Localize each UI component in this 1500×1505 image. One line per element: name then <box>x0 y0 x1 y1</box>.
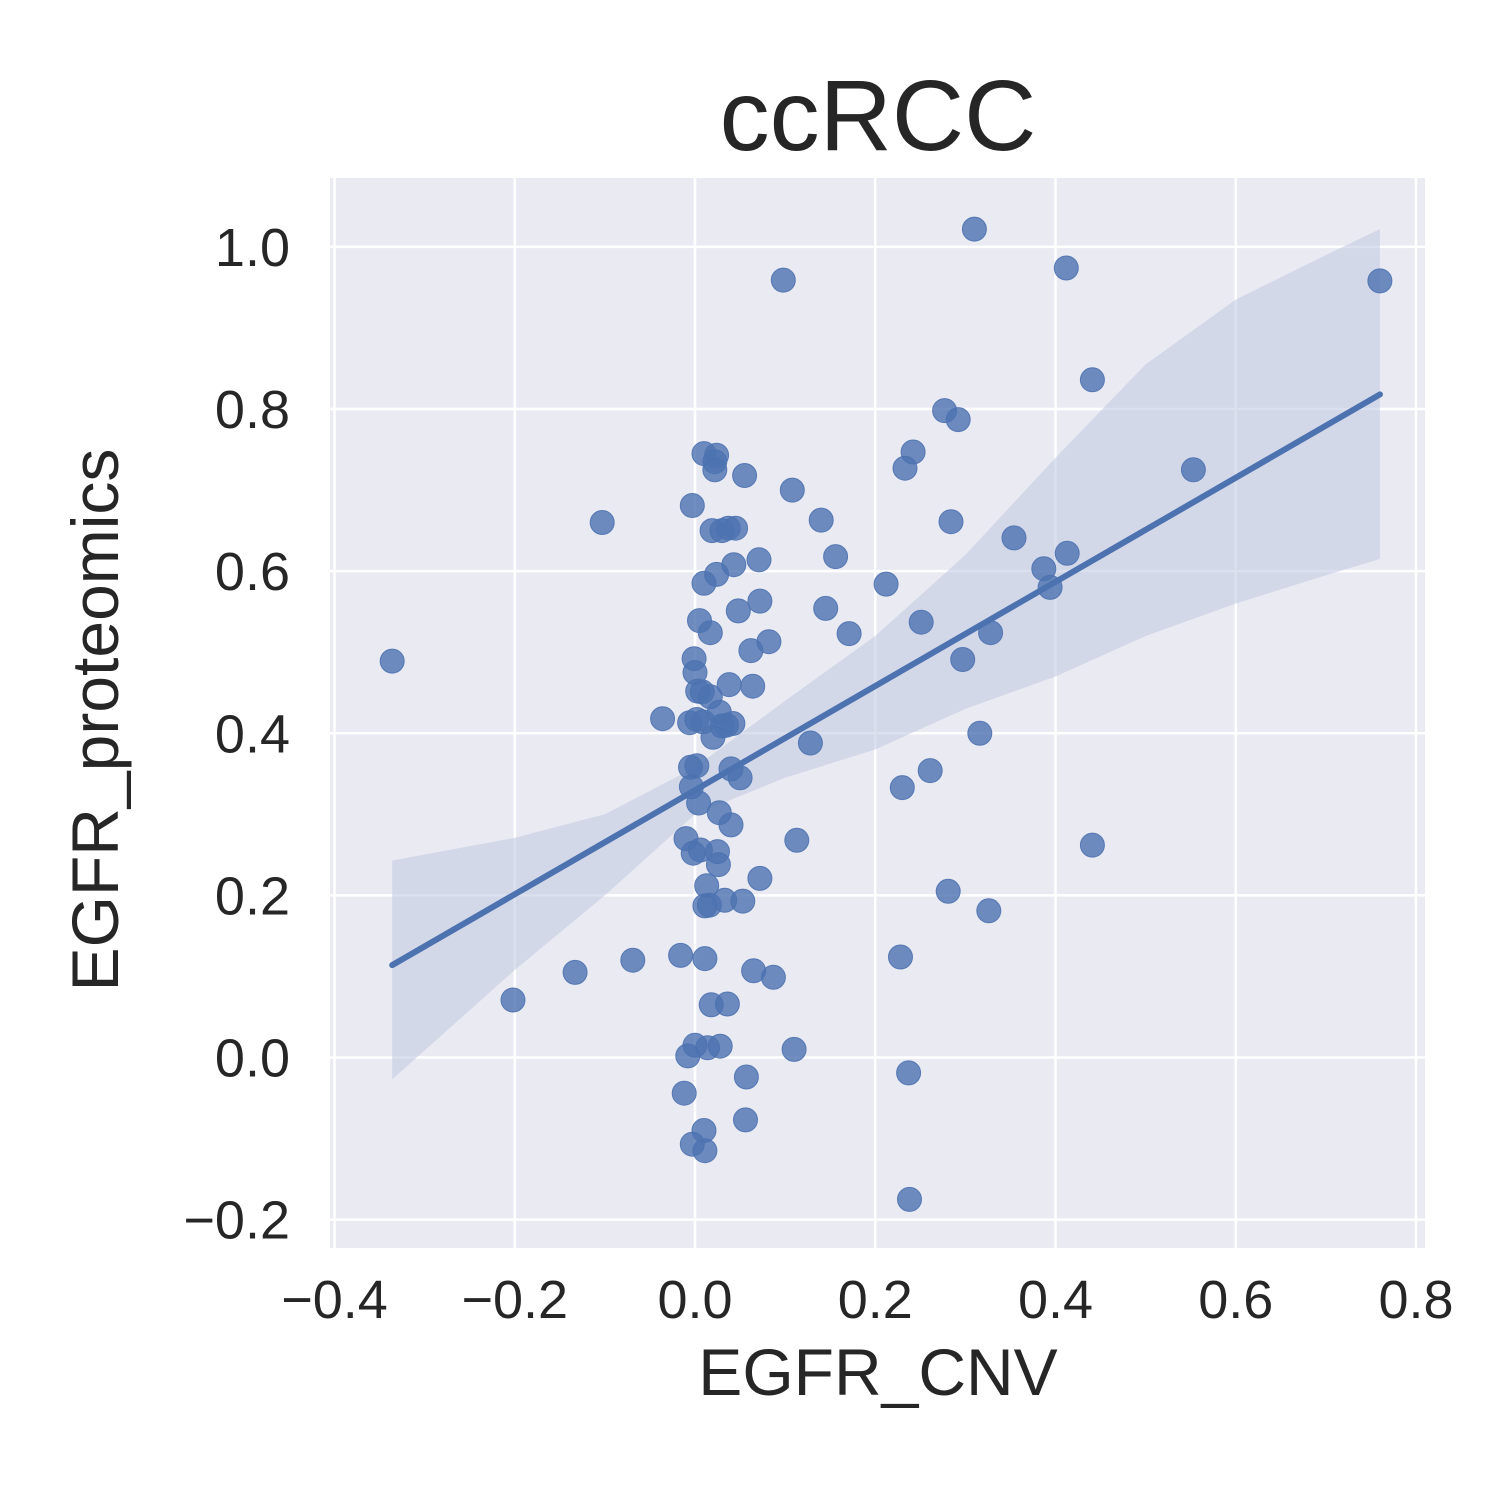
scatter-point <box>770 267 796 293</box>
scatter-point <box>836 621 862 647</box>
scatter-point <box>684 753 710 779</box>
scatter-point <box>917 758 943 784</box>
y-axis-ticks: −0.2 0.0 0.2 0.4 0.6 0.8 1.0 <box>183 218 290 1251</box>
y-tick-label: 0.6 <box>215 542 290 602</box>
scatter-point <box>779 477 805 503</box>
scatter-point <box>650 706 676 732</box>
scatter-point <box>950 647 976 672</box>
scatter-point <box>935 878 961 904</box>
x-axis-label: EGFR_CNV <box>698 1335 1057 1409</box>
scatter-point <box>679 493 705 518</box>
x-tick-label: −0.2 <box>461 1270 568 1330</box>
confidence-band-layer <box>392 229 1380 1080</box>
scatter-point <box>500 987 526 1013</box>
y-tick-label: 0.0 <box>215 1029 290 1089</box>
scatter-point <box>746 547 772 573</box>
scatter-point <box>705 852 731 878</box>
scatter-point <box>723 515 749 541</box>
y-tick-label: 1.0 <box>215 218 290 278</box>
scatter-point <box>721 552 747 578</box>
scatter-point <box>1180 457 1206 483</box>
scatter-point <box>697 620 723 646</box>
y-axis-label: EGFR_proteomics <box>58 449 132 992</box>
x-tick-label: 0.6 <box>1198 1270 1273 1330</box>
scatter-point <box>1037 574 1063 600</box>
scatter-point <box>668 942 694 968</box>
scatter-point <box>747 588 773 614</box>
scatter-point <box>720 711 746 736</box>
y-tick-label: 0.8 <box>215 380 290 440</box>
chart-title: ccRCC <box>720 60 1037 172</box>
scatter-point <box>727 765 753 791</box>
scatter-point <box>889 775 915 801</box>
x-tick-label: 0.8 <box>1378 1270 1453 1330</box>
scatter-point <box>784 827 810 853</box>
scatter-point <box>1053 255 1079 281</box>
scatter-point <box>589 510 615 535</box>
scatter-point <box>961 216 987 242</box>
scatter-point <box>1079 832 1105 858</box>
scatter-point <box>733 1064 759 1090</box>
scatter-point <box>730 888 756 914</box>
scatter-point <box>747 865 773 891</box>
scatter-point <box>823 544 849 570</box>
scatter-point <box>620 947 646 973</box>
scatter-point <box>781 1036 807 1062</box>
scatter-point <box>797 730 823 756</box>
scatter-point <box>760 964 786 990</box>
scatter-point <box>967 720 993 746</box>
scatter-point <box>725 598 751 624</box>
scatter-point <box>900 439 926 465</box>
scatter-point <box>978 620 1004 646</box>
scatter-point <box>707 1033 733 1059</box>
x-tick-label: 0.2 <box>838 1270 913 1330</box>
scatter-point <box>740 673 766 699</box>
scatter-point <box>908 609 934 635</box>
x-tick-label: 0.4 <box>1018 1270 1093 1330</box>
scatter-point <box>562 959 588 985</box>
scatter-point <box>716 672 742 698</box>
scatter-point <box>733 1107 758 1133</box>
scatter-point <box>896 1060 922 1086</box>
y-tick-label: −0.2 <box>183 1191 290 1251</box>
scatter-point <box>1079 367 1105 393</box>
scatter-point <box>897 1186 922 1212</box>
x-tick-label: −0.4 <box>281 1270 388 1330</box>
scatter-point <box>945 407 971 433</box>
scatter-point <box>671 1080 697 1106</box>
scatter-point <box>379 648 405 674</box>
scatter-point <box>1054 540 1080 566</box>
scatter-point <box>756 629 782 655</box>
regression-line <box>389 391 1383 969</box>
x-axis-ticks: −0.4 −0.2 0.0 0.2 0.4 0.6 0.8 <box>281 1270 1453 1330</box>
scatter-point <box>692 946 718 972</box>
y-tick-label: 0.4 <box>215 704 290 764</box>
scatter-point <box>686 790 712 816</box>
scatter-point <box>692 1138 718 1164</box>
scatter-point <box>813 595 839 621</box>
scatter-point <box>714 991 740 1017</box>
x-tick-label: 0.0 <box>657 1270 732 1330</box>
data-points <box>379 216 1393 1212</box>
scatter-point <box>976 898 1002 924</box>
scatter-point <box>1001 525 1027 551</box>
scatter-point <box>732 463 758 488</box>
scatter-point <box>938 509 964 535</box>
y-tick-label: 0.2 <box>215 866 290 926</box>
confidence-band <box>392 229 1380 1080</box>
scatter-point <box>808 507 834 533</box>
scatter-point <box>873 571 899 597</box>
regression-line-layer <box>389 391 1383 969</box>
scatter-point <box>888 944 913 970</box>
scatter-point <box>704 442 730 468</box>
scatter-point <box>1367 268 1393 294</box>
scatter-point <box>718 812 744 838</box>
